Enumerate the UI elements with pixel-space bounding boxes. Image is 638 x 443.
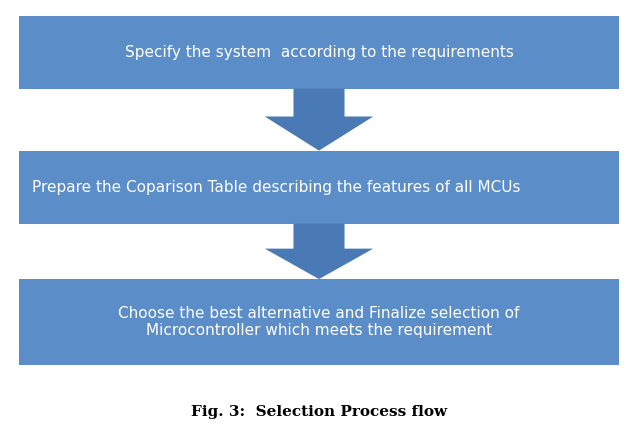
Text: Specify the system  according to the requirements: Specify the system according to the requ… (124, 45, 514, 59)
Text: Prepare the Coparison Table describing the features of all MCUs: Prepare the Coparison Table describing t… (32, 180, 521, 194)
Text: Fig. 3:  Selection Process flow: Fig. 3: Selection Process flow (191, 405, 447, 419)
Bar (19, 16, 619, 89)
Polygon shape (265, 224, 373, 279)
Polygon shape (265, 89, 373, 151)
Bar (19, 279, 619, 365)
Bar (19, 151, 619, 224)
Text: Choose the best alternative and Finalize selection of
Microcontroller which meet: Choose the best alternative and Finalize… (118, 306, 520, 338)
